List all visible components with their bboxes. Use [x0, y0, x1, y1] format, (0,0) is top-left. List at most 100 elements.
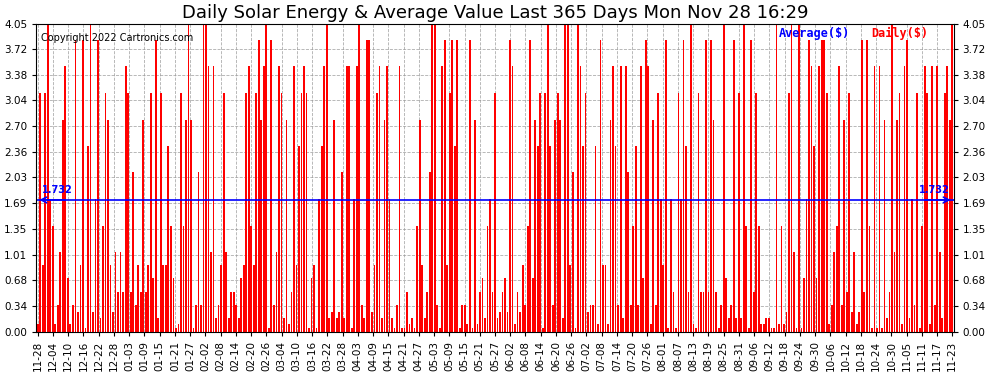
- Bar: [133, 172, 134, 332]
- Bar: [394, 328, 395, 332]
- Bar: [916, 93, 918, 332]
- Bar: [670, 199, 672, 332]
- Bar: [341, 172, 343, 332]
- Bar: [424, 318, 426, 332]
- Bar: [100, 318, 101, 332]
- Bar: [427, 292, 428, 332]
- Bar: [54, 324, 56, 332]
- Bar: [819, 66, 820, 332]
- Bar: [640, 66, 642, 332]
- Bar: [368, 40, 370, 332]
- Bar: [788, 93, 790, 332]
- Bar: [768, 318, 770, 332]
- Bar: [241, 278, 243, 332]
- Bar: [469, 40, 471, 332]
- Bar: [939, 252, 940, 332]
- Bar: [522, 265, 524, 332]
- Bar: [172, 278, 174, 332]
- Bar: [476, 324, 478, 332]
- Bar: [884, 120, 885, 332]
- Bar: [391, 318, 393, 332]
- Bar: [182, 226, 184, 332]
- Bar: [582, 146, 584, 332]
- Bar: [914, 305, 916, 332]
- Text: Average($): Average($): [779, 27, 850, 40]
- Bar: [298, 146, 300, 332]
- Bar: [396, 305, 398, 332]
- Bar: [811, 66, 813, 332]
- Bar: [843, 120, 845, 332]
- Bar: [690, 24, 692, 332]
- Bar: [901, 324, 903, 332]
- Bar: [946, 66, 948, 332]
- Bar: [479, 292, 481, 332]
- Bar: [845, 292, 847, 332]
- Bar: [718, 328, 720, 332]
- Bar: [226, 252, 227, 332]
- Bar: [688, 292, 689, 332]
- Bar: [886, 318, 888, 332]
- Bar: [117, 292, 119, 332]
- Bar: [203, 24, 204, 332]
- Bar: [414, 328, 416, 332]
- Bar: [760, 324, 762, 332]
- Bar: [128, 93, 129, 332]
- Bar: [644, 40, 646, 332]
- Bar: [745, 226, 747, 332]
- Bar: [662, 265, 664, 332]
- Bar: [863, 292, 865, 332]
- Bar: [705, 40, 707, 332]
- Bar: [236, 305, 237, 332]
- Bar: [326, 24, 328, 332]
- Bar: [265, 24, 267, 332]
- Bar: [344, 318, 346, 332]
- Bar: [313, 265, 315, 332]
- Bar: [303, 66, 305, 332]
- Bar: [595, 146, 596, 332]
- Bar: [544, 93, 546, 332]
- Bar: [110, 265, 112, 332]
- Bar: [160, 93, 161, 332]
- Bar: [708, 292, 710, 332]
- Bar: [77, 312, 79, 332]
- Bar: [218, 305, 220, 332]
- Bar: [381, 318, 383, 332]
- Bar: [741, 318, 742, 332]
- Bar: [162, 265, 164, 332]
- Bar: [677, 93, 679, 332]
- Bar: [42, 265, 44, 332]
- Bar: [507, 312, 509, 332]
- Bar: [149, 93, 151, 332]
- Bar: [829, 324, 830, 332]
- Bar: [540, 93, 542, 332]
- Bar: [909, 318, 911, 332]
- Bar: [826, 93, 828, 332]
- Bar: [306, 93, 308, 332]
- Bar: [625, 66, 627, 332]
- Bar: [167, 146, 169, 332]
- Bar: [165, 265, 166, 332]
- Bar: [87, 146, 89, 332]
- Bar: [535, 120, 536, 332]
- Bar: [851, 312, 852, 332]
- Bar: [291, 292, 292, 332]
- Bar: [821, 40, 823, 332]
- Bar: [667, 328, 669, 332]
- Bar: [868, 226, 870, 332]
- Bar: [89, 24, 91, 332]
- Bar: [471, 328, 473, 332]
- Bar: [273, 305, 275, 332]
- Bar: [361, 305, 362, 332]
- Bar: [698, 93, 699, 332]
- Bar: [422, 265, 423, 332]
- Bar: [647, 66, 649, 332]
- Bar: [831, 305, 833, 332]
- Bar: [208, 66, 210, 332]
- Bar: [602, 265, 604, 332]
- Text: 1.732: 1.732: [919, 184, 949, 195]
- Bar: [112, 312, 114, 332]
- Bar: [389, 199, 390, 332]
- Bar: [250, 226, 252, 332]
- Bar: [853, 252, 855, 332]
- Bar: [228, 318, 230, 332]
